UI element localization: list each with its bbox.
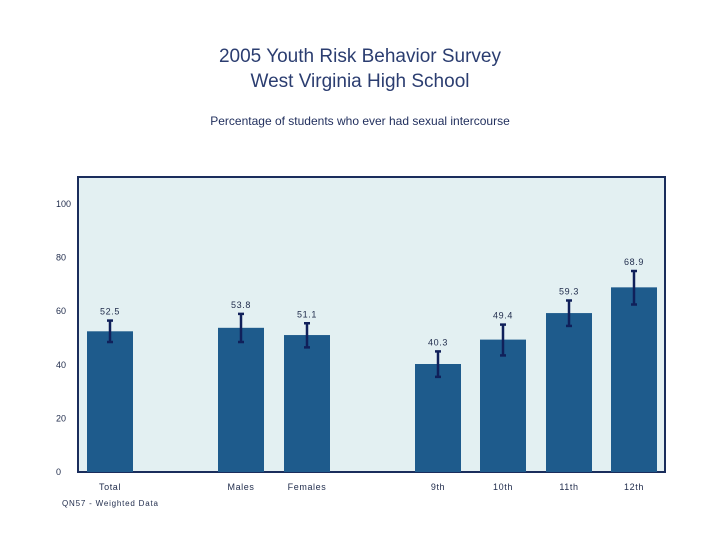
value-label-12th: 68.9 <box>624 257 644 267</box>
bar-9th <box>415 363 461 472</box>
y-tick-label-0: 0 <box>56 467 61 477</box>
category-label-females: Females <box>288 482 327 492</box>
value-label-11th: 59.3 <box>559 286 579 296</box>
chart-title-line2: West Virginia High School <box>250 71 470 92</box>
value-label-females: 51.1 <box>297 309 317 319</box>
value-label-males: 53.8 <box>231 300 251 310</box>
bar-12th <box>611 287 657 472</box>
value-label-total: 52.5 <box>100 307 120 317</box>
value-label-9th: 40.3 <box>428 337 448 347</box>
chart-subtitle: Percentage of students who ever had sexu… <box>210 114 510 128</box>
category-label-males: Males <box>227 482 254 492</box>
bar-total <box>87 331 133 472</box>
category-label-11th: 11th <box>559 482 578 492</box>
category-label-total: Total <box>99 482 121 492</box>
y-tick-label-40: 40 <box>56 360 66 370</box>
y-tick-label-100: 100 <box>56 199 71 209</box>
chart-footnote: QN57 - Weighted Data <box>62 499 159 508</box>
y-tick-label-60: 60 <box>56 306 66 316</box>
bar-10th <box>480 339 526 472</box>
bar-males <box>218 327 264 472</box>
chart-title-line1: 2005 Youth Risk Behavior Survey <box>218 46 501 67</box>
category-label-10th: 10th <box>493 482 513 492</box>
category-label-12th: 12th <box>624 482 644 492</box>
bar-females <box>284 335 330 472</box>
y-tick-label-80: 80 <box>56 253 66 263</box>
bar-11th <box>546 313 592 472</box>
category-label-9th: 9th <box>431 482 445 492</box>
value-label-10th: 49.4 <box>493 311 513 321</box>
chart-title: 2005 Youth Risk Behavior Survey West Vir… <box>0 44 720 94</box>
y-tick-label-20: 20 <box>56 413 66 423</box>
